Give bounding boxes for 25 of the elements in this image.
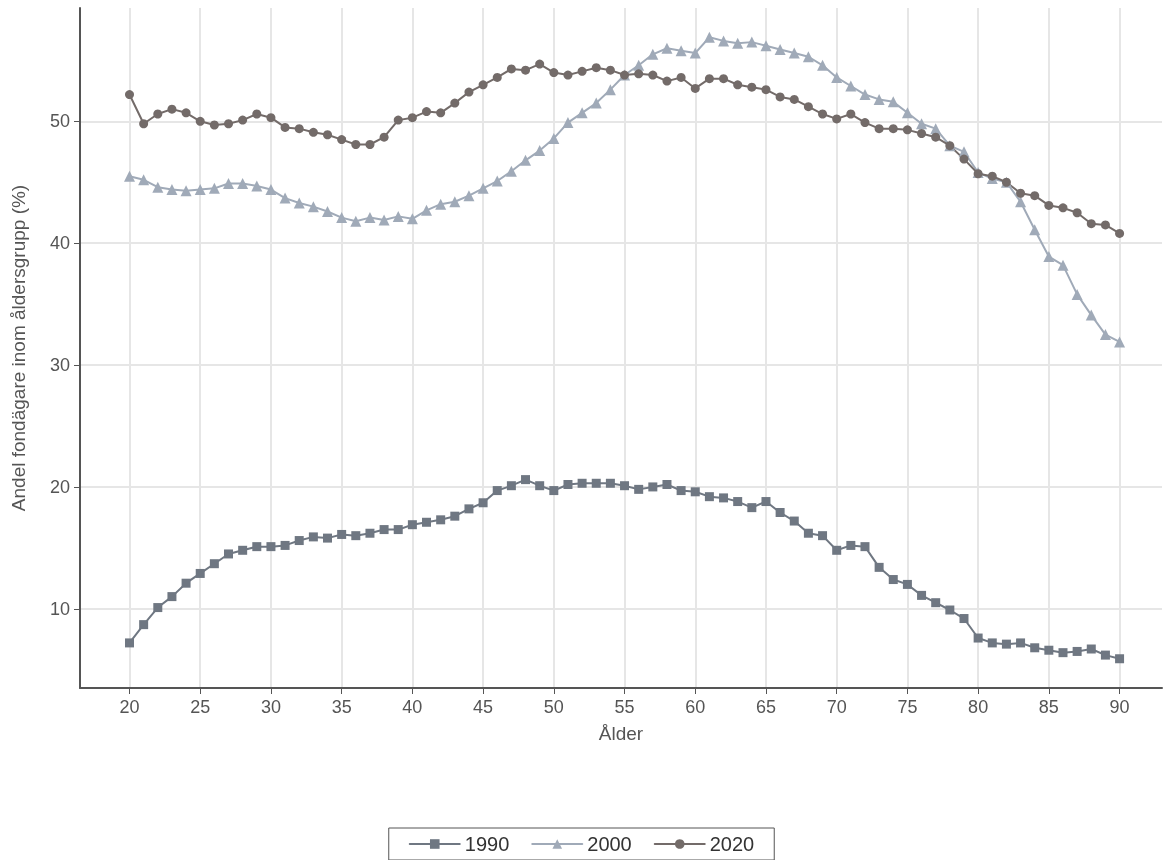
y-tick-label: 30	[49, 355, 70, 376]
legend-label: 1990	[464, 833, 510, 855]
x-tick-label: 40	[402, 697, 423, 717]
x-tick-label: 80	[968, 697, 989, 717]
x-tick-label: 45	[473, 697, 494, 717]
x-tick-label: 30	[260, 697, 281, 717]
x-tick-label: 20	[119, 697, 140, 717]
legend-label: 2020	[709, 833, 755, 855]
x-tick-label: 50	[543, 697, 564, 717]
x-tick-label: 60	[685, 697, 706, 717]
x-tick-label: 75	[897, 697, 918, 717]
y-tick-label: 50	[49, 111, 70, 132]
x-tick-label: 85	[1038, 697, 1059, 717]
y-tick-label: 10	[49, 598, 70, 619]
y-tick-label: 40	[49, 233, 70, 254]
x-tick-label: 55	[614, 697, 635, 717]
x-tick-label: 90	[1109, 697, 1130, 717]
y-tick-label: 20	[49, 476, 70, 497]
x-tick-label: 70	[826, 697, 847, 717]
y-axis-title: Andel fondägare inom åldersgrupp (%)	[8, 184, 29, 512]
legend-label: 2000	[587, 833, 632, 855]
x-tick-label: 65	[755, 697, 776, 717]
x-tick-label: 35	[331, 697, 352, 717]
x-axis-title: Ålder	[598, 723, 644, 744]
x-tick-label: 25	[190, 697, 211, 717]
